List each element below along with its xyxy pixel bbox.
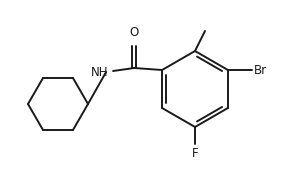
Text: NH: NH	[91, 65, 108, 79]
Text: F: F	[192, 147, 198, 160]
Text: O: O	[130, 26, 139, 39]
Text: Br: Br	[254, 64, 267, 76]
